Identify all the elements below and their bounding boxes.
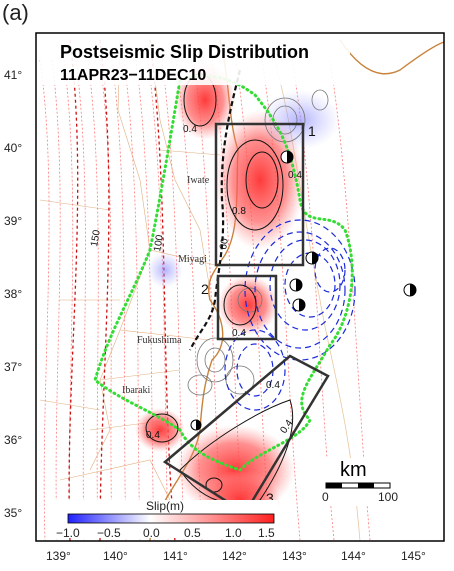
scalebar-label-0: 0 xyxy=(322,490,329,504)
lat-tick: 40° xyxy=(4,141,22,155)
place-ibaraki: Ibaraki xyxy=(122,385,151,396)
place-iwate: Iwate xyxy=(187,175,210,186)
panel-label: (a) xyxy=(2,0,29,25)
lon-tick: 142° xyxy=(222,549,247,563)
green-outline xyxy=(93,74,354,472)
contour-label: 0.4 xyxy=(288,170,302,181)
lon-tick: 145° xyxy=(401,549,426,563)
scalebar-label-100: 100 xyxy=(378,490,398,504)
box-number-3: 3 xyxy=(266,490,274,506)
colorbar-tick: −0.5 xyxy=(97,526,121,540)
place-miyagi: Miyagi xyxy=(178,254,207,265)
depth-label-150: 150 xyxy=(89,229,103,248)
lon-tick: 140° xyxy=(103,549,128,563)
colorbar-tick: 1.0 xyxy=(225,526,242,540)
colorbar-tick: 0.0 xyxy=(143,526,160,540)
lat-tick: 35° xyxy=(4,506,22,520)
colorbar-tick: −1.0 xyxy=(56,526,80,540)
box-1 xyxy=(214,122,305,267)
lon-tick: 141° xyxy=(163,549,188,563)
box-3 xyxy=(162,354,330,515)
lat-axis: 41° 40° 39° 38° 37° 36° 35° xyxy=(4,68,22,520)
lat-tick: 41° xyxy=(4,68,22,82)
contour-label: 0.4 xyxy=(266,380,280,391)
contour-label: 0.4 xyxy=(146,430,160,441)
box-number-1: 1 xyxy=(308,123,316,139)
contour-label: 0.8 xyxy=(232,206,246,217)
box-2 xyxy=(216,274,278,341)
lat-tick: 36° xyxy=(4,433,22,447)
depth-label-60: 60 xyxy=(218,237,231,250)
scalebar-unit: km xyxy=(340,459,367,481)
iso-depth-lines xyxy=(68,39,176,541)
slip-patches xyxy=(135,60,340,530)
coastline-north xyxy=(339,39,444,75)
lon-tick: 139° xyxy=(46,549,71,563)
colorbar-gradient xyxy=(67,513,275,524)
contour-label: 0.4 xyxy=(183,124,197,135)
lon-tick: 144° xyxy=(341,549,366,563)
lon-tick: 143° xyxy=(282,549,307,563)
lat-tick: 39° xyxy=(4,214,22,228)
map-title: Postseismic Slip Distribution xyxy=(60,42,309,62)
title-background xyxy=(40,37,350,85)
contour-label: 0.4 xyxy=(232,328,246,339)
focal-mechanisms xyxy=(190,150,417,431)
colorbar-tick: 1.5 xyxy=(258,526,275,540)
colorbar-tick: 0.5 xyxy=(184,526,201,540)
box-number-2: 2 xyxy=(201,281,209,297)
black-dashed-line xyxy=(189,69,242,351)
lon-axis: 139° 140° 141° 142° 143° 144° 145° xyxy=(46,549,426,563)
place-fukushima: Fukushima xyxy=(137,335,182,346)
lat-tick: 37° xyxy=(4,360,22,374)
colorbar-label: Slip(m) xyxy=(146,499,184,513)
map-subtitle: 11APR23−11DEC10 xyxy=(60,67,206,84)
depth-label-100: 100 xyxy=(152,234,166,253)
scalebar-background xyxy=(313,458,401,506)
colorbar: Slip(m) −1.0 −0.5 0.0 0.5 1.0 1.5 xyxy=(56,499,275,540)
lat-tick: 38° xyxy=(4,287,22,301)
scalebar: km 0 100 xyxy=(322,459,398,504)
map-border xyxy=(35,32,445,542)
